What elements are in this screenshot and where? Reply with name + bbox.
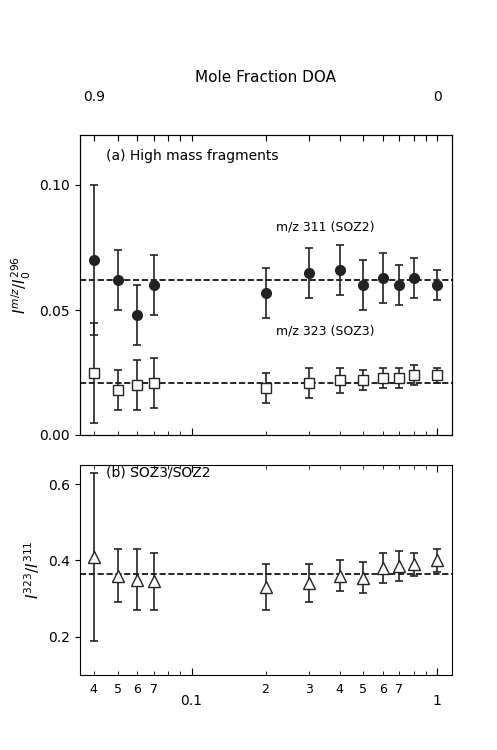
Text: 7: 7 — [150, 683, 158, 696]
Text: 0: 0 — [433, 91, 442, 104]
Text: 5: 5 — [114, 683, 122, 696]
Text: m/z 311 (SOZ2): m/z 311 (SOZ2) — [276, 220, 375, 233]
Text: 0.9: 0.9 — [83, 91, 105, 104]
Text: 5: 5 — [359, 683, 367, 696]
Text: m/z 323 (SOZ3): m/z 323 (SOZ3) — [276, 325, 375, 338]
Text: 4: 4 — [90, 683, 98, 696]
Y-axis label: $I^{m/z}/I_0^{296}$: $I^{m/z}/I_0^{296}$ — [10, 256, 33, 314]
Text: 4: 4 — [335, 683, 343, 696]
Text: 6: 6 — [133, 683, 141, 696]
Text: (a) High mass fragments: (a) High mass fragments — [106, 149, 279, 163]
Text: 3: 3 — [305, 683, 313, 696]
Y-axis label: $I^{323}/I^{311}$: $I^{323}/I^{311}$ — [22, 541, 42, 599]
Text: 6: 6 — [379, 683, 387, 696]
Text: Mole Fraction DOA: Mole Fraction DOA — [195, 70, 336, 85]
Text: 7: 7 — [395, 683, 403, 696]
Text: 2: 2 — [261, 683, 269, 696]
Text: (b) SOZ3/SOZ2: (b) SOZ3/SOZ2 — [106, 466, 211, 479]
